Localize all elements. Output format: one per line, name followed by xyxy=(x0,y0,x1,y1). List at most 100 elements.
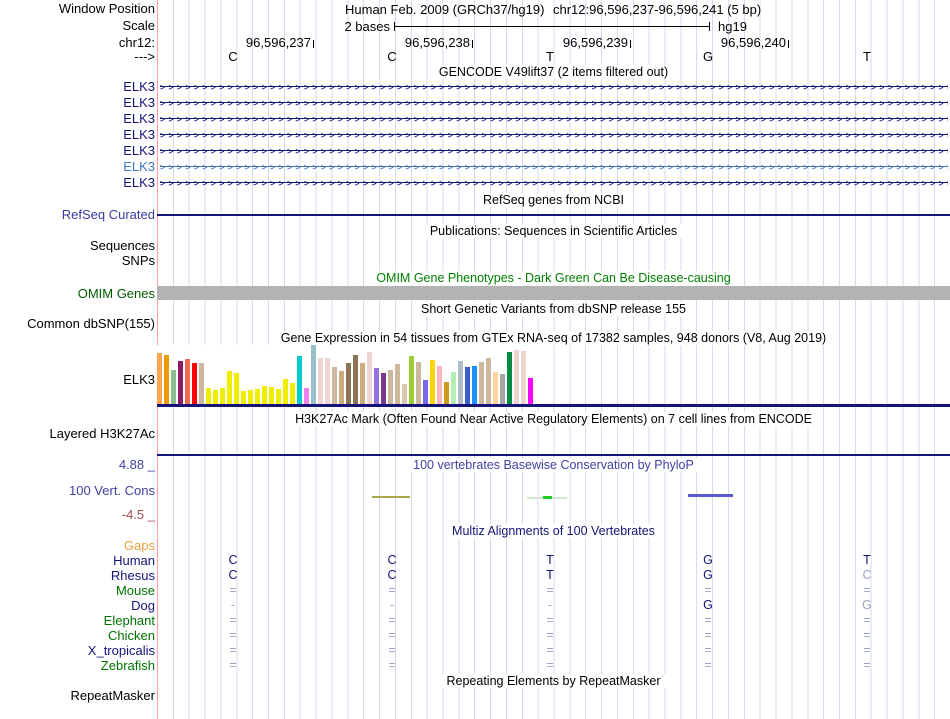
track-title-publications[interactable]: Publications: Sequences in Scientific Ar… xyxy=(157,224,950,238)
track-title-refseq[interactable]: RefSeq genes from NCBI xyxy=(157,193,950,207)
gtex-bar[interactable] xyxy=(304,388,309,404)
track-title-gtex[interactable]: Gene Expression in 54 tissues from GTEx … xyxy=(157,331,950,345)
gtex-bar[interactable] xyxy=(297,356,302,404)
gtex-bar[interactable] xyxy=(472,366,477,404)
gene-label[interactable]: ELK3 xyxy=(123,127,155,142)
gtex-bar[interactable] xyxy=(500,374,505,404)
gtex-bar[interactable] xyxy=(528,378,533,404)
gene-arrow-body[interactable]: >>>>>>>>>>>>>>>>>>>>>>>>>>>>>>>>>>>>>>>>… xyxy=(160,160,948,174)
gene-row[interactable]: ELK3 >>>>>>>>>>>>>>>>>>>>>>>>>>>>>>>>>>>>… xyxy=(0,144,950,158)
gtex-bar[interactable] xyxy=(227,371,232,404)
gtex-bar[interactable] xyxy=(395,364,400,404)
track-title-repeatmasker[interactable]: Repeating Elements by RepeatMasker xyxy=(157,674,950,688)
multiz-species-label[interactable]: Elephant xyxy=(103,613,155,628)
gtex-gene-label[interactable]: ELK3 xyxy=(123,372,155,387)
gtex-bar[interactable] xyxy=(353,355,358,404)
gtex-bar[interactable] xyxy=(290,383,295,404)
gtex-bar[interactable] xyxy=(465,367,470,404)
gtex-bar[interactable] xyxy=(514,350,519,404)
gtex-bar[interactable] xyxy=(234,373,239,404)
refseq-curated-label[interactable]: RefSeq Curated xyxy=(61,207,155,222)
gtex-bar[interactable] xyxy=(276,389,281,404)
omim-gene-bar[interactable] xyxy=(157,286,950,300)
track-title-multiz[interactable]: Multiz Alignments of 100 Vertebrates xyxy=(157,524,950,538)
gtex-bar[interactable] xyxy=(255,389,260,404)
gene-label[interactable]: ELK3 xyxy=(123,111,155,126)
gtex-bar[interactable] xyxy=(458,361,463,404)
gtex-bar[interactable] xyxy=(437,366,442,404)
gtex-bar[interactable] xyxy=(311,345,316,404)
repeatmasker-label[interactable]: RepeatMasker xyxy=(70,688,155,703)
gtex-bar[interactable] xyxy=(248,390,253,404)
gtex-bar[interactable] xyxy=(346,363,351,404)
gene-arrow-body[interactable]: >>>>>>>>>>>>>>>>>>>>>>>>>>>>>>>>>>>>>>>>… xyxy=(160,144,948,158)
gene-arrow-body[interactable]: >>>>>>>>>>>>>>>>>>>>>>>>>>>>>>>>>>>>>>>>… xyxy=(160,176,948,190)
track-title-gencode[interactable]: GENCODE V49lift37 (2 items filtered out) xyxy=(157,65,950,79)
gtex-bar[interactable] xyxy=(332,367,337,404)
gtex-bar[interactable] xyxy=(444,382,449,404)
gtex-bar[interactable] xyxy=(220,388,225,404)
gene-row[interactable]: ELK3 >>>>>>>>>>>>>>>>>>>>>>>>>>>>>>>>>>>>… xyxy=(0,96,950,110)
gene-arrow-body[interactable]: >>>>>>>>>>>>>>>>>>>>>>>>>>>>>>>>>>>>>>>>… xyxy=(160,80,948,94)
track-title-omim[interactable]: OMIM Gene Phenotypes - Dark Green Can Be… xyxy=(157,271,950,285)
gene-label[interactable]: ELK3 xyxy=(123,159,155,174)
gene-label[interactable]: ELK3 xyxy=(123,175,155,190)
gtex-bar[interactable] xyxy=(423,380,428,404)
gtex-bar[interactable] xyxy=(402,384,407,404)
gene-label[interactable]: ELK3 xyxy=(123,79,155,94)
gene-arrow-body[interactable]: >>>>>>>>>>>>>>>>>>>>>>>>>>>>>>>>>>>>>>>>… xyxy=(160,112,948,126)
gtex-bar[interactable] xyxy=(269,387,274,404)
multiz-species-label[interactable]: Zebrafish xyxy=(100,658,155,673)
gtex-bar[interactable] xyxy=(416,362,421,404)
gtex-bar[interactable] xyxy=(318,358,323,404)
gtex-bar[interactable] xyxy=(507,352,512,404)
track-title-h3k27ac[interactable]: H3K27Ac Mark (Often Found Near Active Re… xyxy=(157,412,950,426)
gtex-expression-chart[interactable] xyxy=(157,345,541,404)
layered-h3k27ac-label[interactable]: Layered H3K27Ac xyxy=(49,426,155,441)
gene-row[interactable]: ELK3 >>>>>>>>>>>>>>>>>>>>>>>>>>>>>>>>>>>>… xyxy=(0,176,950,190)
omim-genes-label[interactable]: OMIM Genes xyxy=(77,286,155,301)
gtex-bar[interactable] xyxy=(164,355,169,404)
phylop-track-label[interactable]: 100 Vert. Cons xyxy=(69,483,155,498)
gtex-bar[interactable] xyxy=(486,358,491,404)
gene-arrow-body[interactable]: >>>>>>>>>>>>>>>>>>>>>>>>>>>>>>>>>>>>>>>>… xyxy=(160,96,948,110)
gene-row[interactable]: ELK3 >>>>>>>>>>>>>>>>>>>>>>>>>>>>>>>>>>>>… xyxy=(0,80,950,94)
gtex-bar[interactable] xyxy=(206,388,211,404)
gtex-bar[interactable] xyxy=(493,372,498,404)
gene-label[interactable]: ELK3 xyxy=(123,143,155,158)
gene-row[interactable]: ELK3 >>>>>>>>>>>>>>>>>>>>>>>>>>>>>>>>>>>>… xyxy=(0,160,950,174)
multiz-species-label[interactable]: Chicken xyxy=(108,628,155,643)
gtex-bar[interactable] xyxy=(199,363,204,404)
gtex-bar[interactable] xyxy=(381,373,386,404)
gtex-bar[interactable] xyxy=(262,386,267,404)
track-title-dbsnp[interactable]: Short Genetic Variants from dbSNP releas… xyxy=(157,302,950,316)
gene-row[interactable]: ELK3 >>>>>>>>>>>>>>>>>>>>>>>>>>>>>>>>>>>>… xyxy=(0,112,950,126)
gtex-bar[interactable] xyxy=(178,361,183,404)
multiz-species-label[interactable]: Human xyxy=(113,553,155,568)
multiz-species-label[interactable]: X_tropicalis xyxy=(87,643,155,658)
publications-snps-label[interactable]: SNPs xyxy=(121,253,155,268)
gene-row[interactable]: ELK3 >>>>>>>>>>>>>>>>>>>>>>>>>>>>>>>>>>>>… xyxy=(0,128,950,142)
gtex-bar[interactable] xyxy=(283,379,288,404)
gtex-bar[interactable] xyxy=(367,352,372,404)
multiz-species-label[interactable]: Rhesus xyxy=(110,568,155,583)
refseq-gene-line[interactable] xyxy=(157,214,950,216)
gtex-bar[interactable] xyxy=(409,356,414,404)
gtex-bar[interactable] xyxy=(171,370,176,404)
multiz-gaps-label[interactable]: Gaps xyxy=(123,538,155,553)
gtex-bar[interactable] xyxy=(185,359,190,404)
gtex-bar[interactable] xyxy=(339,371,344,404)
gtex-bar[interactable] xyxy=(388,370,393,404)
track-title-phylop[interactable]: 100 vertebrates Basewise Conservation by… xyxy=(157,458,950,472)
gtex-bar[interactable] xyxy=(451,372,456,404)
gtex-bar[interactable] xyxy=(521,351,526,404)
gene-label[interactable]: ELK3 xyxy=(123,95,155,110)
gtex-bar[interactable] xyxy=(192,363,197,404)
common-dbsnp-label[interactable]: Common dbSNP(155) xyxy=(27,316,155,331)
gtex-bar[interactable] xyxy=(479,362,484,404)
multiz-species-label[interactable]: Mouse xyxy=(115,583,155,598)
gtex-bar[interactable] xyxy=(325,358,330,404)
gtex-bar[interactable] xyxy=(360,363,365,404)
gtex-bar[interactable] xyxy=(157,353,162,404)
gtex-bar[interactable] xyxy=(430,360,435,404)
